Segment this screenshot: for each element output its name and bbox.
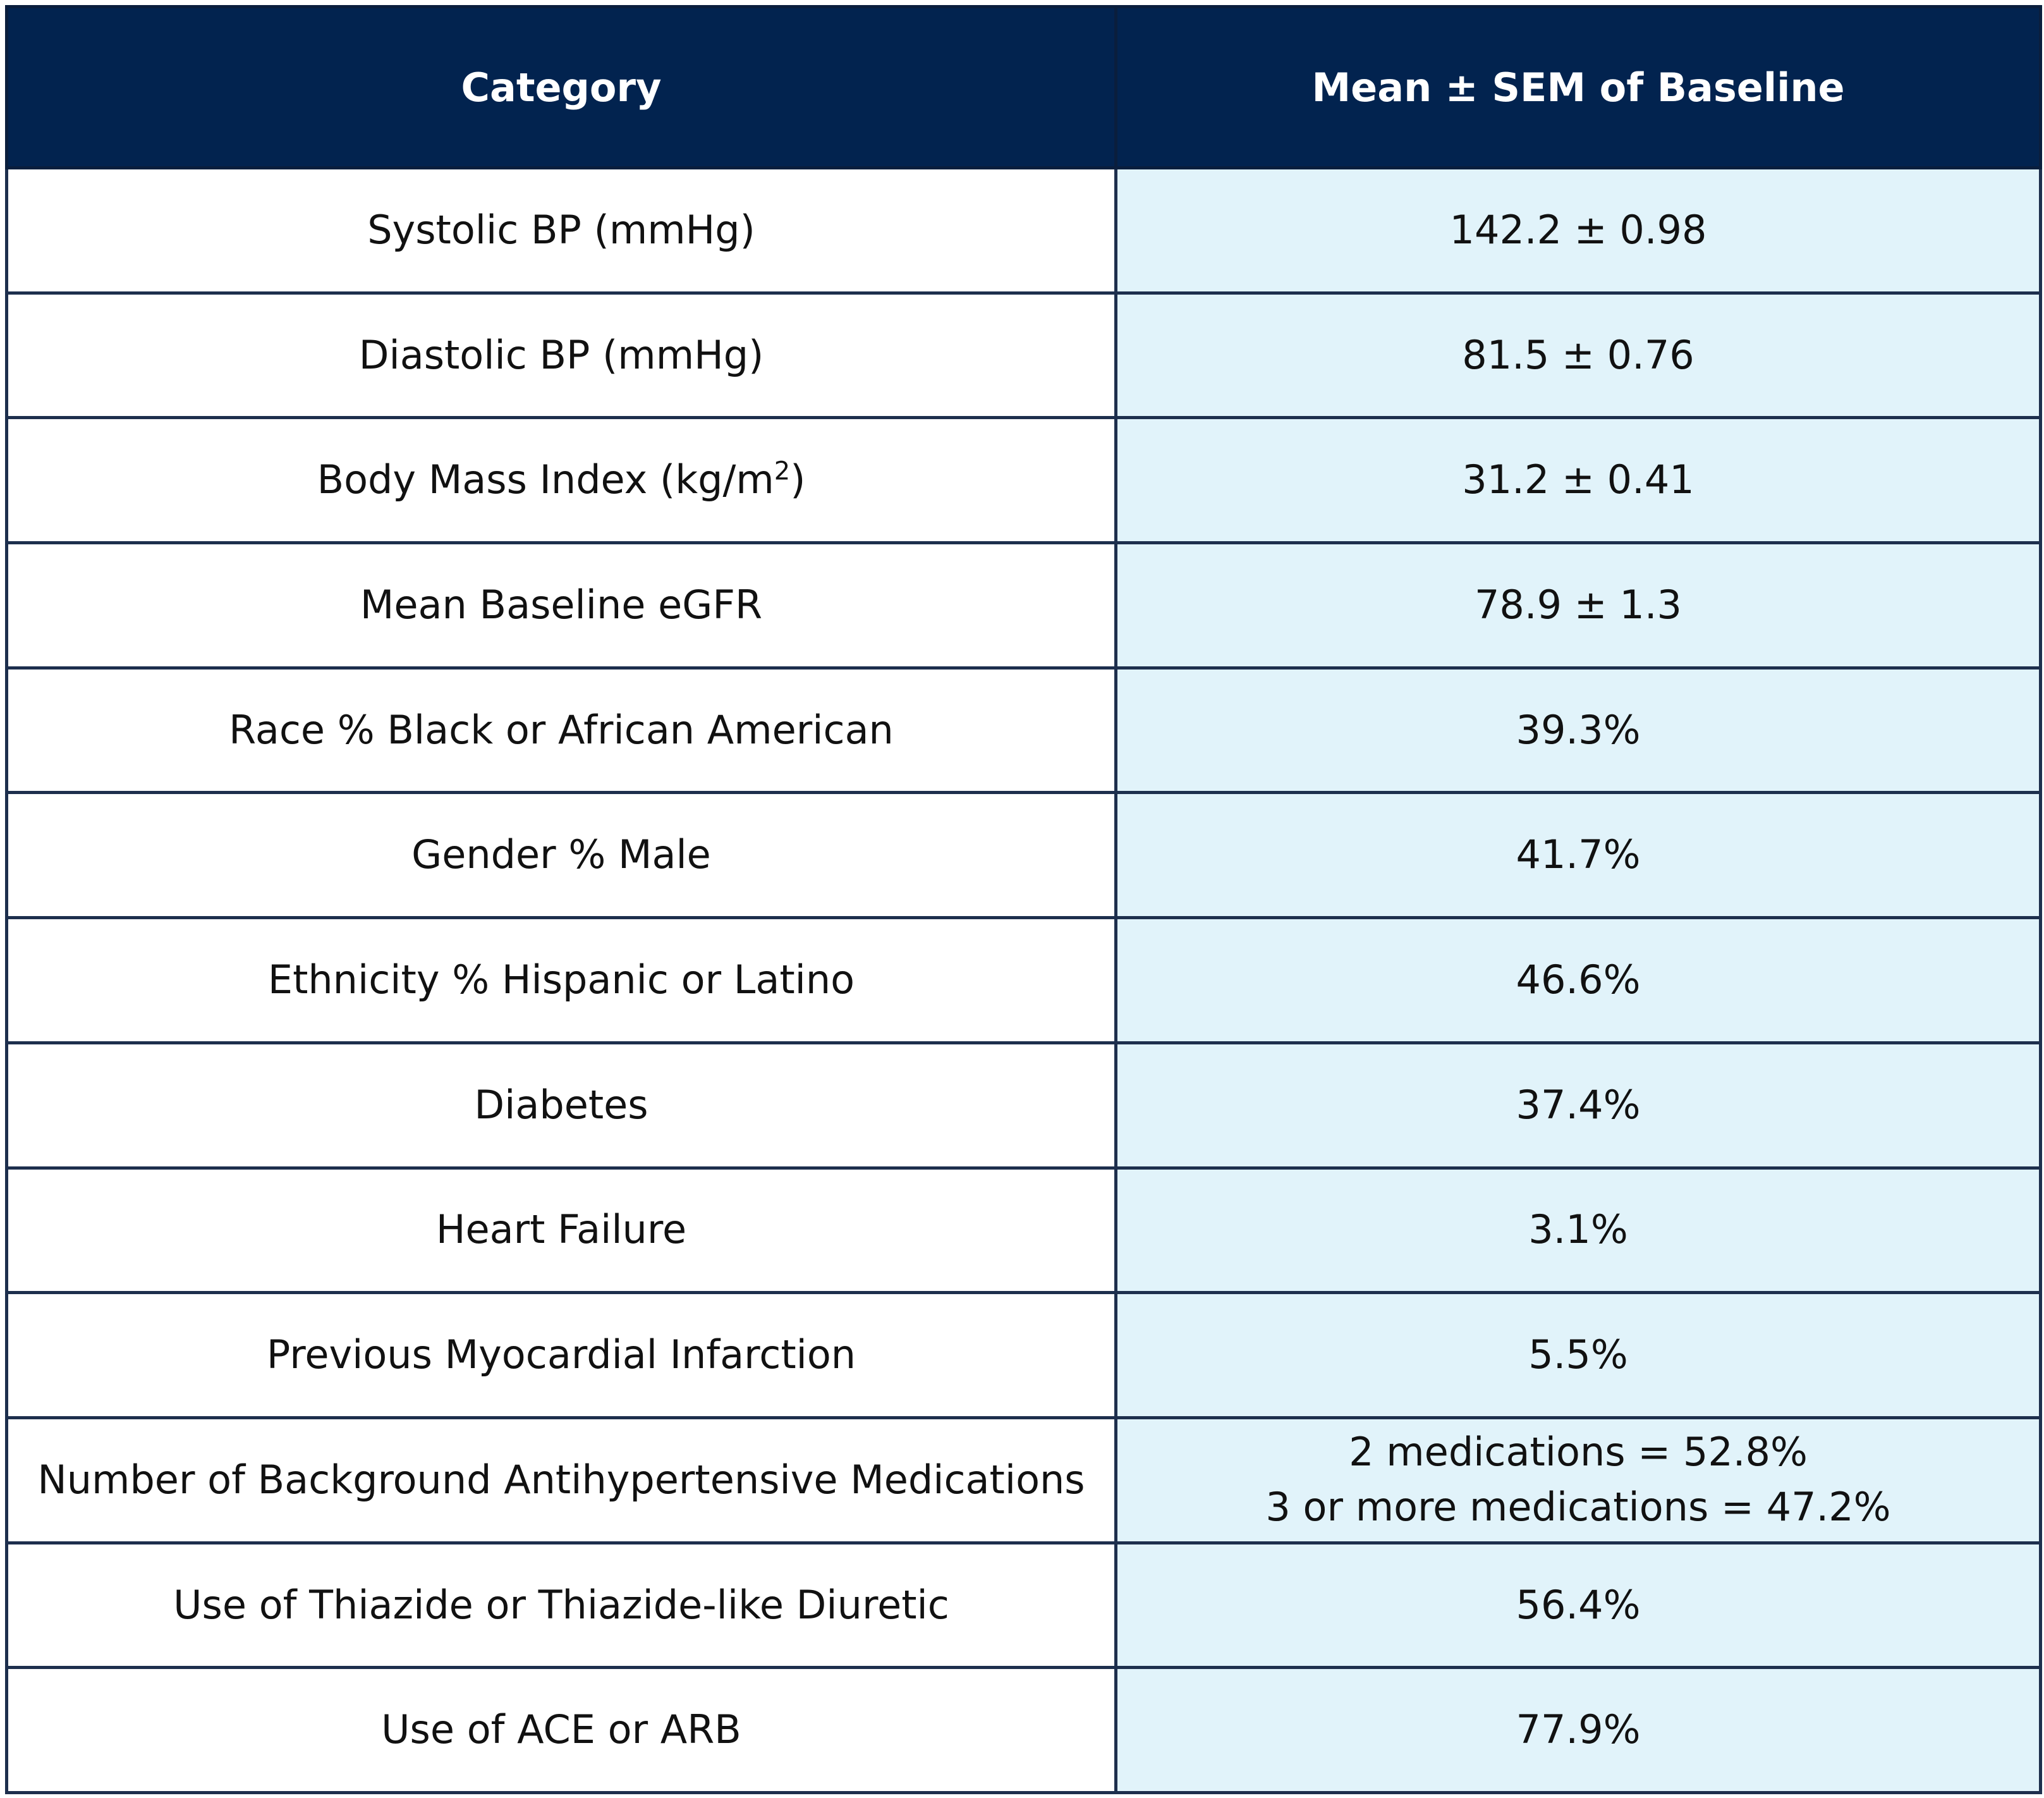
value-text: 78.9 ± 1.3: [1474, 582, 1682, 628]
category-label: Use of Thiazide or Thiazide-like Diureti…: [173, 1581, 949, 1628]
category-cell: Systolic BP (mmHg): [5, 166, 1117, 295]
category-cell: Use of Thiazide or Thiazide-like Diureti…: [5, 1541, 1117, 1670]
baseline-characteristics-table-container: Category Mean ± SEM of Baseline Systolic…: [5, 5, 2042, 1794]
category-superscript: 2: [774, 456, 791, 486]
value-text: 39.3%: [1516, 706, 1641, 753]
table-header-row: Category Mean ± SEM of Baseline: [5, 5, 2042, 169]
category-label: Race % Black or African American: [229, 706, 894, 753]
category-cell: Ethnicity % Hispanic or Latino: [5, 916, 1117, 1044]
table-row: Race % Black or African American 39.3%: [5, 666, 2042, 795]
category-label: Gender % Male: [411, 831, 711, 878]
value-text: 31.2 ± 0.41: [1462, 456, 1694, 503]
value-text: 5.5%: [1528, 1331, 1628, 1378]
table-row: Previous Myocardial Infarction 5.5%: [5, 1291, 2042, 1419]
category-cell: Race % Black or African American: [5, 666, 1117, 795]
category-label: Use of ACE or ARB: [381, 1706, 741, 1753]
value-text: 37.4%: [1516, 1081, 1641, 1128]
table-row: Number of Background Antihypertensive Me…: [5, 1416, 2042, 1544]
category-cell: Previous Myocardial Infarction: [5, 1291, 1117, 1419]
category-suffix: ): [790, 456, 806, 503]
category-cell: Body Mass Index (kg/m2): [5, 416, 1117, 545]
category-label: Systolic BP (mmHg): [367, 206, 755, 253]
value-cell: 39.3%: [1114, 666, 2042, 795]
table-row: Heart Failure 3.1%: [5, 1166, 2042, 1295]
category-cell: Gender % Male: [5, 791, 1117, 920]
value-text: 3 or more medications = 47.2%: [1265, 1484, 1891, 1531]
value-cell: 81.5 ± 0.76: [1114, 291, 2042, 420]
value-text: 56.4%: [1516, 1581, 1641, 1628]
table-row: Mean Baseline eGFR 78.9 ± 1.3: [5, 541, 2042, 670]
column-header-category: Category: [5, 5, 1117, 169]
value-cell: 37.4%: [1114, 1041, 2042, 1170]
value-cell: 2 medications = 52.8% 3 or more medicatio…: [1114, 1416, 2042, 1544]
baseline-characteristics-table: Category Mean ± SEM of Baseline Systolic…: [5, 5, 2042, 1794]
table-row: Use of ACE or ARB 77.9%: [5, 1666, 2042, 1794]
category-cell: Use of ACE or ARB: [5, 1666, 1117, 1794]
value-cell: 78.9 ± 1.3: [1114, 541, 2042, 670]
category-label: Heart Failure: [435, 1206, 687, 1253]
category-cell: Diabetes: [5, 1041, 1117, 1170]
value-cell: 142.2 ± 0.98: [1114, 166, 2042, 295]
category-label: Body Mass Index (kg/m: [317, 456, 774, 503]
value-cell: 46.6%: [1114, 916, 2042, 1044]
category-label: Diastolic BP (mmHg): [358, 331, 764, 378]
value-cell: 31.2 ± 0.41: [1114, 416, 2042, 545]
table-row: Body Mass Index (kg/m2) 31.2 ± 0.41: [5, 416, 2042, 545]
category-cell: Heart Failure: [5, 1166, 1117, 1295]
value-text: 3.1%: [1528, 1206, 1628, 1253]
value-cell: 41.7%: [1114, 791, 2042, 920]
value-cell: 77.9%: [1114, 1666, 2042, 1794]
table-row: Diabetes 37.4%: [5, 1041, 2042, 1170]
category-cell: Number of Background Antihypertensive Me…: [5, 1416, 1117, 1544]
category-cell: Diastolic BP (mmHg): [5, 291, 1117, 420]
column-header-mean-sem: Mean ± SEM of Baseline: [1114, 5, 2042, 169]
category-label: Ethnicity % Hispanic or Latino: [267, 957, 855, 1003]
category-label: Mean Baseline eGFR: [360, 582, 763, 628]
category-label: Previous Myocardial Infarction: [266, 1331, 856, 1378]
value-text: 41.7%: [1516, 831, 1641, 878]
table-row: Gender % Male 41.7%: [5, 791, 2042, 920]
table-row: Use of Thiazide or Thiazide-like Diureti…: [5, 1541, 2042, 1670]
value-text: 81.5 ± 0.76: [1462, 331, 1694, 378]
category-label: Diabetes: [474, 1081, 648, 1128]
category-label: Number of Background Antihypertensive Me…: [37, 1456, 1085, 1503]
value-cell: 56.4%: [1114, 1541, 2042, 1670]
value-text: 46.6%: [1516, 957, 1641, 1003]
table-row: Diastolic BP (mmHg) 81.5 ± 0.76: [5, 291, 2042, 420]
value-text: 142.2 ± 0.98: [1449, 206, 1707, 253]
table-body: Systolic BP (mmHg) 142.2 ± 0.98 Diastolic …: [5, 166, 2042, 1794]
value-text: 2 medications = 52.8%: [1349, 1429, 1808, 1476]
table-row: Ethnicity % Hispanic or Latino 46.6%: [5, 916, 2042, 1044]
value-cell: 5.5%: [1114, 1291, 2042, 1419]
value-text: 77.9%: [1516, 1706, 1641, 1753]
table-row: Systolic BP (mmHg) 142.2 ± 0.98: [5, 166, 2042, 295]
category-cell: Mean Baseline eGFR: [5, 541, 1117, 670]
value-cell: 3.1%: [1114, 1166, 2042, 1295]
